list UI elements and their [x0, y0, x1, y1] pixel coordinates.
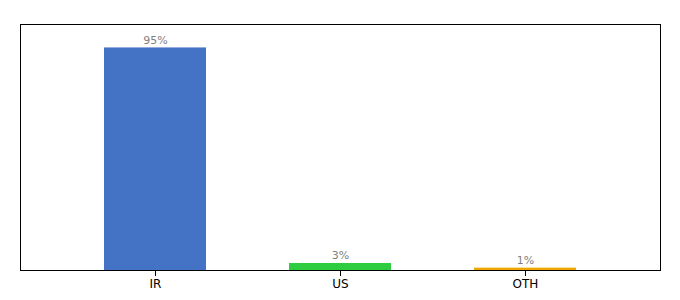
svg-text:95%: 95% — [143, 34, 167, 47]
svg-text:IR: IR — [150, 277, 162, 291]
svg-text:1%: 1% — [517, 254, 534, 267]
svg-text:OTH: OTH — [513, 277, 539, 291]
svg-text:3%: 3% — [332, 249, 349, 262]
svg-text:US: US — [332, 277, 348, 291]
